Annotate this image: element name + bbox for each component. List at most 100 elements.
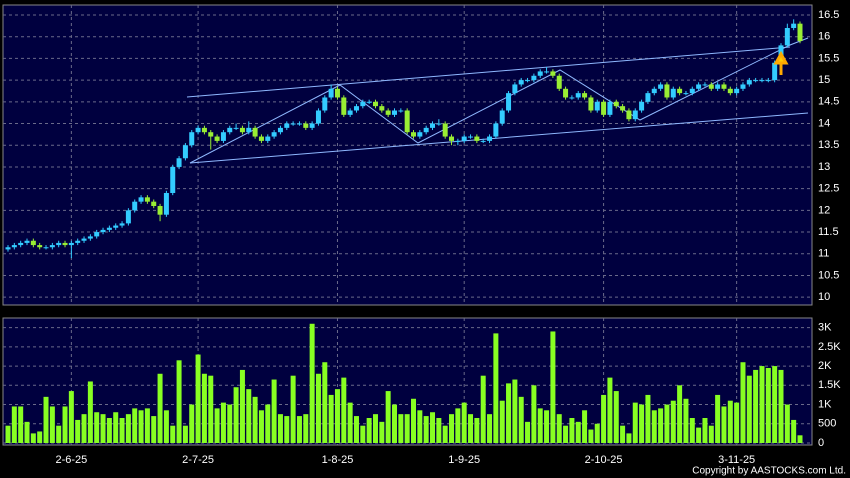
volume-bar — [398, 414, 404, 443]
candle-body — [24, 240, 30, 243]
volume-bar — [702, 418, 708, 443]
candle-body — [81, 238, 87, 241]
volume-bar — [258, 410, 264, 443]
candle-body — [309, 123, 315, 128]
volume-bar — [417, 410, 423, 443]
x-tick-label: 1-8-25 — [322, 454, 354, 466]
candle-body — [176, 158, 182, 167]
volume-bar — [556, 414, 562, 443]
volume-bar — [626, 433, 632, 443]
candle-body — [658, 84, 664, 89]
candle-body — [468, 136, 474, 138]
candle-body — [125, 210, 131, 224]
candle-body — [334, 88, 340, 98]
y-tick-label: 13 — [818, 161, 830, 173]
candle-body — [626, 110, 632, 120]
candle-body — [651, 88, 657, 94]
candle-body — [525, 80, 531, 82]
volume-bar — [132, 408, 138, 443]
volume-bar — [404, 414, 410, 443]
candle-body — [753, 80, 759, 82]
channel-lower — [189, 112, 809, 164]
candle-body — [138, 197, 144, 202]
candle-body — [100, 229, 106, 233]
y-tick-label: 11.5 — [818, 226, 839, 238]
channel-upper — [186, 46, 791, 98]
volume-bar — [119, 418, 125, 443]
x-tick-label: 2-10-25 — [585, 454, 623, 466]
y2-tick-label: 2.5K — [818, 341, 841, 353]
candle-body — [664, 84, 670, 98]
candle-body — [677, 88, 683, 94]
candle-body — [569, 97, 575, 99]
candle-body — [797, 23, 803, 42]
volume-bar — [49, 406, 55, 443]
candle-body — [430, 123, 436, 128]
volume-bar — [227, 404, 233, 443]
candle-body — [144, 197, 150, 202]
volume-bar — [715, 394, 721, 443]
candle-body — [201, 127, 207, 133]
volume-bar — [68, 391, 74, 443]
volume-bar — [290, 375, 296, 443]
candle-body — [258, 136, 264, 141]
volume-bar — [81, 414, 87, 443]
candle-body — [195, 127, 201, 133]
volume-bar — [157, 373, 163, 443]
candle-body — [563, 88, 569, 98]
candle-body — [341, 97, 347, 115]
volume-bar — [379, 421, 385, 443]
volume-bar — [588, 429, 594, 443]
volume-bar — [189, 404, 195, 443]
volume-bar — [56, 425, 62, 443]
candle-body — [531, 75, 537, 81]
volume-bar — [284, 416, 290, 443]
candle-body — [132, 201, 138, 211]
candle-body — [5, 247, 11, 250]
volume-bar — [347, 402, 353, 443]
candle-body — [556, 75, 562, 89]
candle-body — [11, 245, 17, 248]
volume-bar — [784, 404, 790, 443]
candle-body — [296, 123, 302, 125]
volume-bar — [252, 396, 258, 443]
volume-bar — [18, 406, 24, 443]
copyright: Copyright by AASTOCKS.com Ltd. — [692, 466, 846, 477]
candle-body — [506, 93, 512, 111]
candle-body — [734, 88, 740, 94]
volume-bar — [670, 400, 676, 443]
candle-body — [791, 23, 797, 29]
candle-body — [670, 88, 676, 98]
candle-body — [49, 245, 55, 248]
volume-bar — [62, 406, 68, 443]
x-tick-label: 3-11-25 — [718, 454, 755, 466]
candle-body — [727, 88, 733, 94]
volume-bar — [563, 425, 569, 443]
volume-bar — [575, 421, 581, 443]
volume-bar — [246, 389, 252, 443]
volume-bar — [569, 418, 575, 443]
volume-bar — [791, 419, 797, 443]
candle-body — [163, 192, 169, 215]
y-tick-label: 16 — [818, 31, 830, 43]
volume-bar — [518, 396, 524, 443]
volume-bar — [708, 425, 714, 443]
y-tick-label: 12.5 — [818, 183, 839, 195]
candle-body — [613, 101, 619, 107]
candle-body — [461, 136, 467, 141]
volume-bar — [582, 410, 588, 443]
candle-body — [56, 242, 62, 246]
volume-bar — [170, 425, 176, 443]
candle-body — [68, 242, 74, 246]
volume-bar — [430, 412, 436, 443]
candle-body — [303, 123, 309, 128]
candle-body — [607, 101, 613, 115]
y-tick-label: 12 — [818, 204, 830, 216]
candle-body — [594, 101, 600, 111]
volume-bar — [506, 383, 512, 443]
zigzag — [189, 37, 809, 164]
volume-bar — [214, 408, 220, 443]
candle-body — [214, 136, 220, 141]
candle-body — [455, 140, 461, 142]
y-tick-label: 14 — [818, 117, 830, 129]
